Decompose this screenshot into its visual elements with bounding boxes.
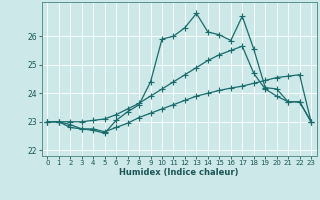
X-axis label: Humidex (Indice chaleur): Humidex (Indice chaleur)	[119, 168, 239, 177]
